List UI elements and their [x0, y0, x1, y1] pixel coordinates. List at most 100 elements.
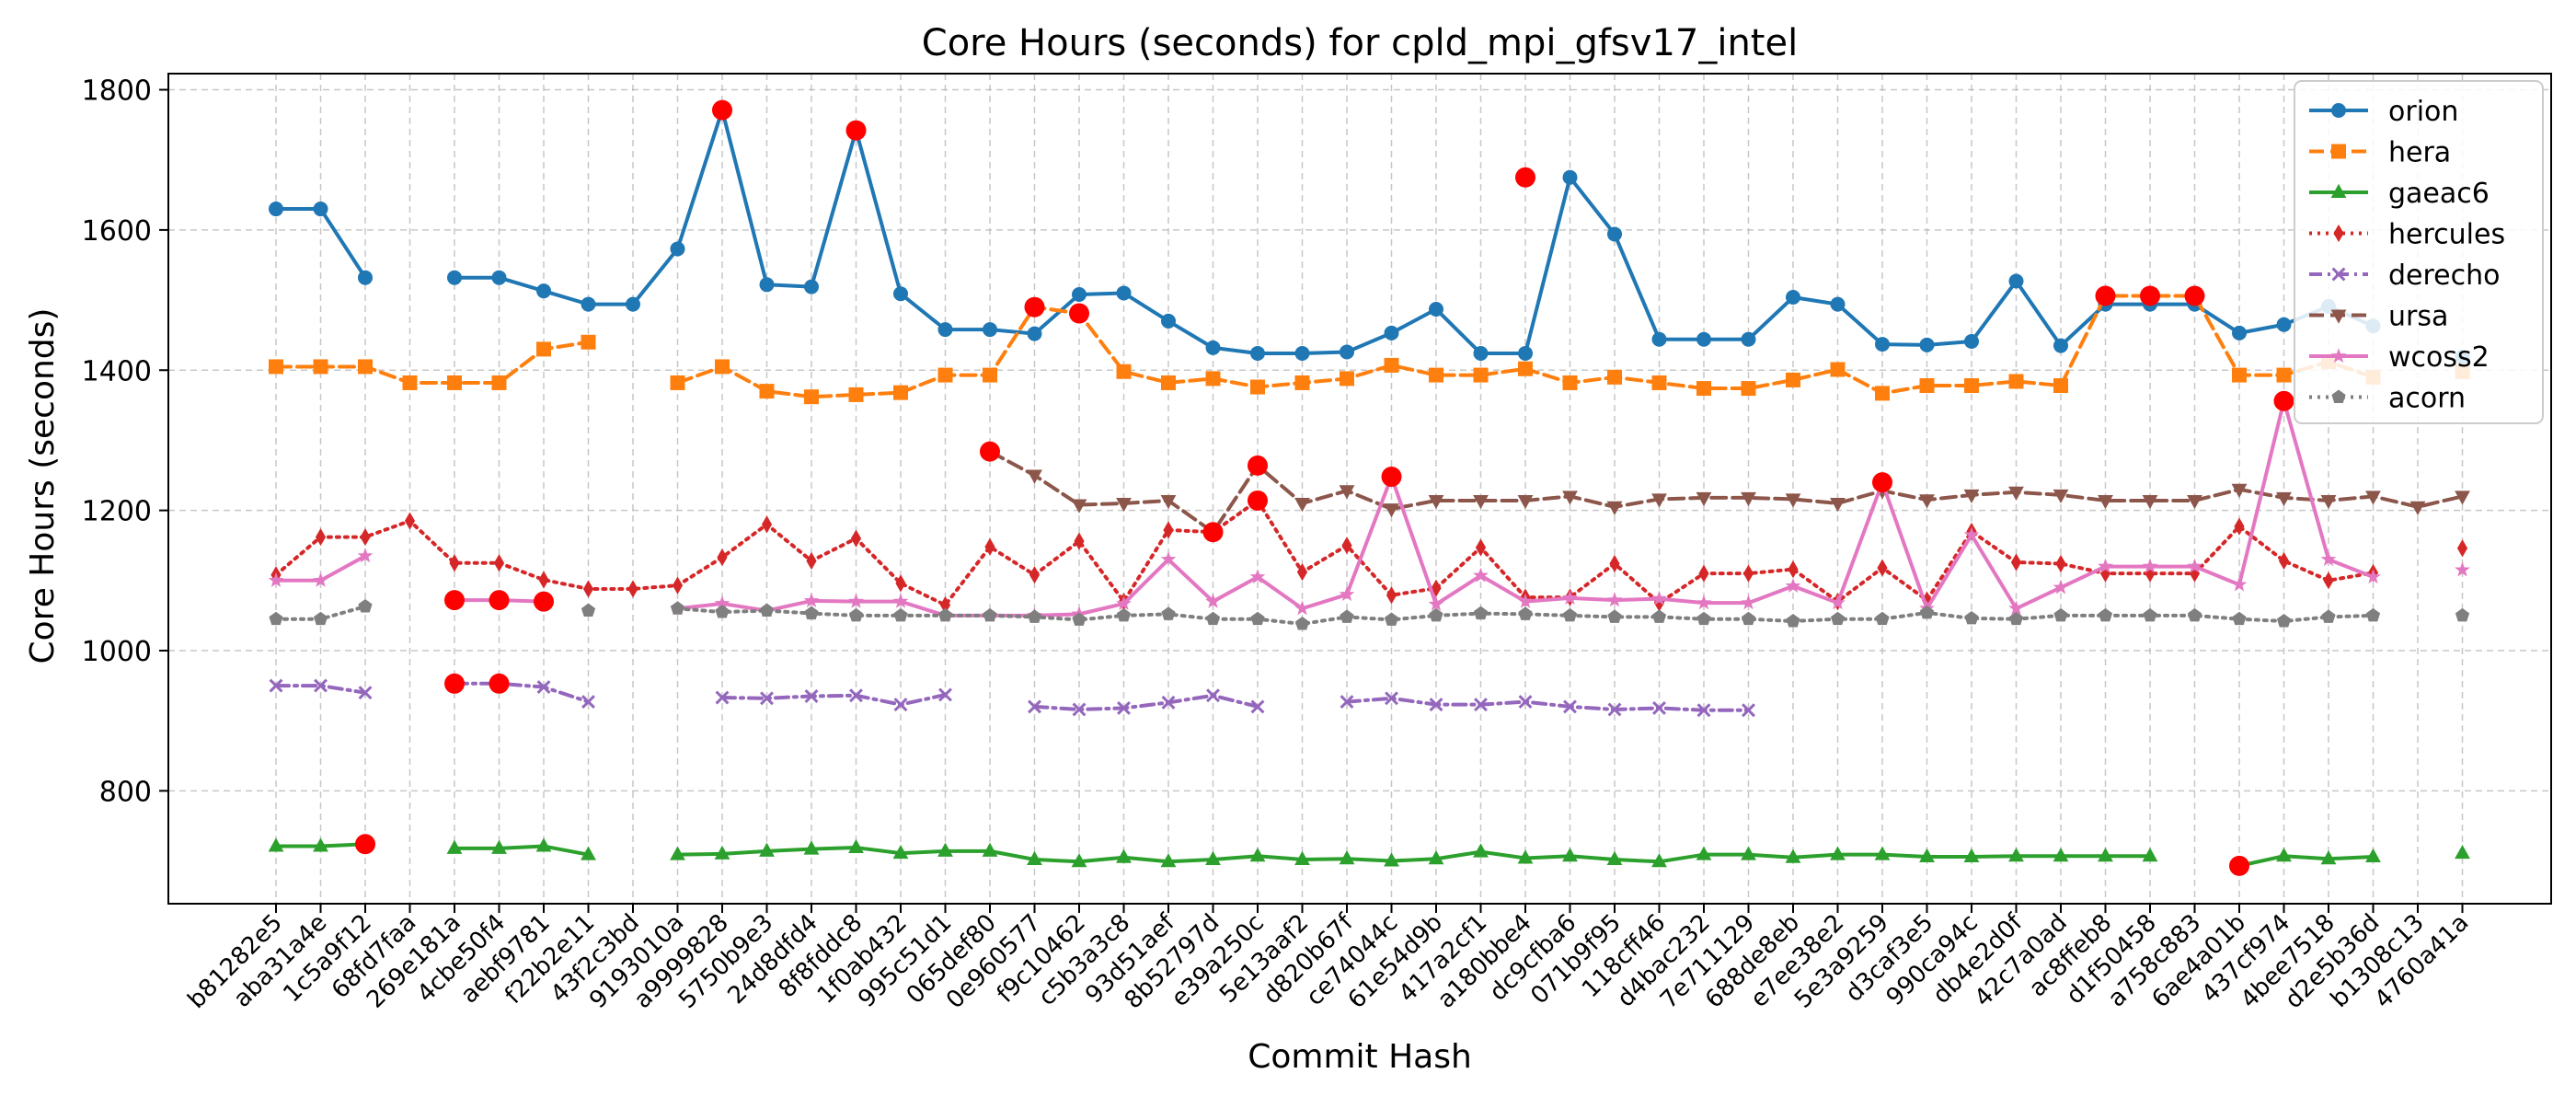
data-point — [1788, 560, 1799, 579]
data-point — [313, 837, 328, 852]
data-point — [269, 202, 283, 217]
data-point — [1741, 846, 1756, 860]
data-point — [804, 689, 819, 703]
data-point — [893, 385, 908, 400]
data-point — [1429, 607, 1443, 622]
data-point — [2330, 348, 2347, 364]
data-point — [1339, 850, 1355, 865]
data-point — [1607, 226, 1622, 242]
data-point — [1428, 595, 1444, 611]
series-ursa — [982, 445, 2470, 541]
data-point — [1027, 850, 1042, 866]
x-axis-label: Commit Hash — [1248, 1038, 1472, 1076]
data-point — [1028, 699, 1041, 714]
data-point — [1562, 607, 1578, 622]
highlight-point — [845, 120, 867, 141]
data-point — [2098, 558, 2113, 573]
series-line-gaeac6 — [675, 846, 2152, 864]
data-point — [937, 367, 953, 383]
data-point — [1741, 381, 1756, 397]
data-point — [360, 527, 371, 547]
data-point — [1294, 375, 1310, 390]
chart-title: Core Hours (seconds) for cpld_mpi_gfsv17… — [922, 22, 1798, 64]
data-point — [1830, 296, 1846, 312]
data-point — [892, 844, 909, 860]
data-point — [1250, 611, 1265, 626]
legend-label: wcoss2 — [2388, 341, 2490, 374]
y-axis-label: Core Hours (seconds) — [24, 308, 62, 664]
data-point — [404, 512, 416, 530]
data-point — [2276, 367, 2292, 383]
data-point — [1517, 593, 1534, 608]
data-point — [1071, 853, 1087, 868]
data-point — [1429, 301, 1443, 317]
legend-item-derecho: derecho — [2309, 260, 2501, 292]
data-point — [1830, 497, 1846, 513]
highlight-point — [534, 591, 554, 612]
data-point — [2008, 273, 2024, 289]
data-point — [1875, 611, 1890, 626]
data-point — [1428, 494, 1444, 510]
data-point — [1072, 612, 1087, 626]
data-point — [2365, 848, 2381, 862]
legend-item-gaeac6: gaeac6 — [2309, 178, 2490, 210]
data-point — [1518, 695, 1533, 710]
data-point — [269, 611, 283, 626]
marker-stroke — [269, 678, 283, 693]
series-line-derecho — [720, 692, 948, 707]
data-point — [1875, 337, 1890, 352]
legend-box — [2294, 80, 2544, 424]
data-point — [715, 605, 730, 618]
data-point — [1339, 586, 1355, 602]
data-point — [2053, 378, 2068, 394]
marker-stroke — [581, 695, 595, 710]
data-point — [1696, 331, 1711, 347]
highlight-point — [1381, 467, 1402, 488]
data-point — [2234, 517, 2245, 536]
data-point — [1696, 381, 1711, 397]
data-point — [269, 678, 283, 693]
data-point — [672, 576, 684, 594]
data-point — [1609, 554, 1620, 573]
data-point — [804, 279, 819, 294]
data-point — [449, 554, 460, 572]
marker-stroke — [1028, 699, 1041, 714]
data-point — [2276, 317, 2292, 332]
legend-label: orion — [2388, 96, 2458, 128]
highlight-point — [1024, 296, 1045, 317]
data-point — [1786, 290, 1800, 306]
data-point — [447, 270, 462, 285]
data-point — [670, 846, 685, 860]
data-point — [1384, 357, 1399, 373]
data-point — [983, 322, 997, 338]
data-point — [670, 375, 685, 390]
data-point — [1963, 526, 1980, 542]
data-point — [447, 375, 462, 390]
data-point — [1698, 564, 1709, 583]
data-point — [2331, 144, 2346, 159]
data-point — [2455, 561, 2470, 577]
data-point — [1473, 494, 1489, 510]
data-point — [893, 607, 908, 622]
data-point — [1161, 695, 1176, 710]
highlight-point — [444, 673, 465, 694]
data-point — [2053, 579, 2069, 594]
data-point — [2055, 554, 2066, 573]
highlight-point — [712, 99, 732, 121]
data-point — [493, 554, 505, 572]
data-point — [1294, 497, 1310, 513]
data-point — [1296, 563, 1308, 582]
data-point — [1294, 850, 1310, 866]
legend-label: hera — [2388, 137, 2451, 169]
highlight-point — [1248, 490, 1268, 511]
data-point — [2010, 553, 2022, 571]
marker-stroke — [1340, 695, 1354, 710]
data-point — [2331, 267, 2346, 282]
data-point — [2187, 494, 2202, 510]
data-point — [893, 286, 908, 302]
data-point — [2276, 613, 2292, 628]
data-point — [1429, 698, 1443, 712]
data-point — [850, 529, 862, 548]
data-point — [268, 571, 284, 587]
data-point — [1606, 501, 1623, 516]
